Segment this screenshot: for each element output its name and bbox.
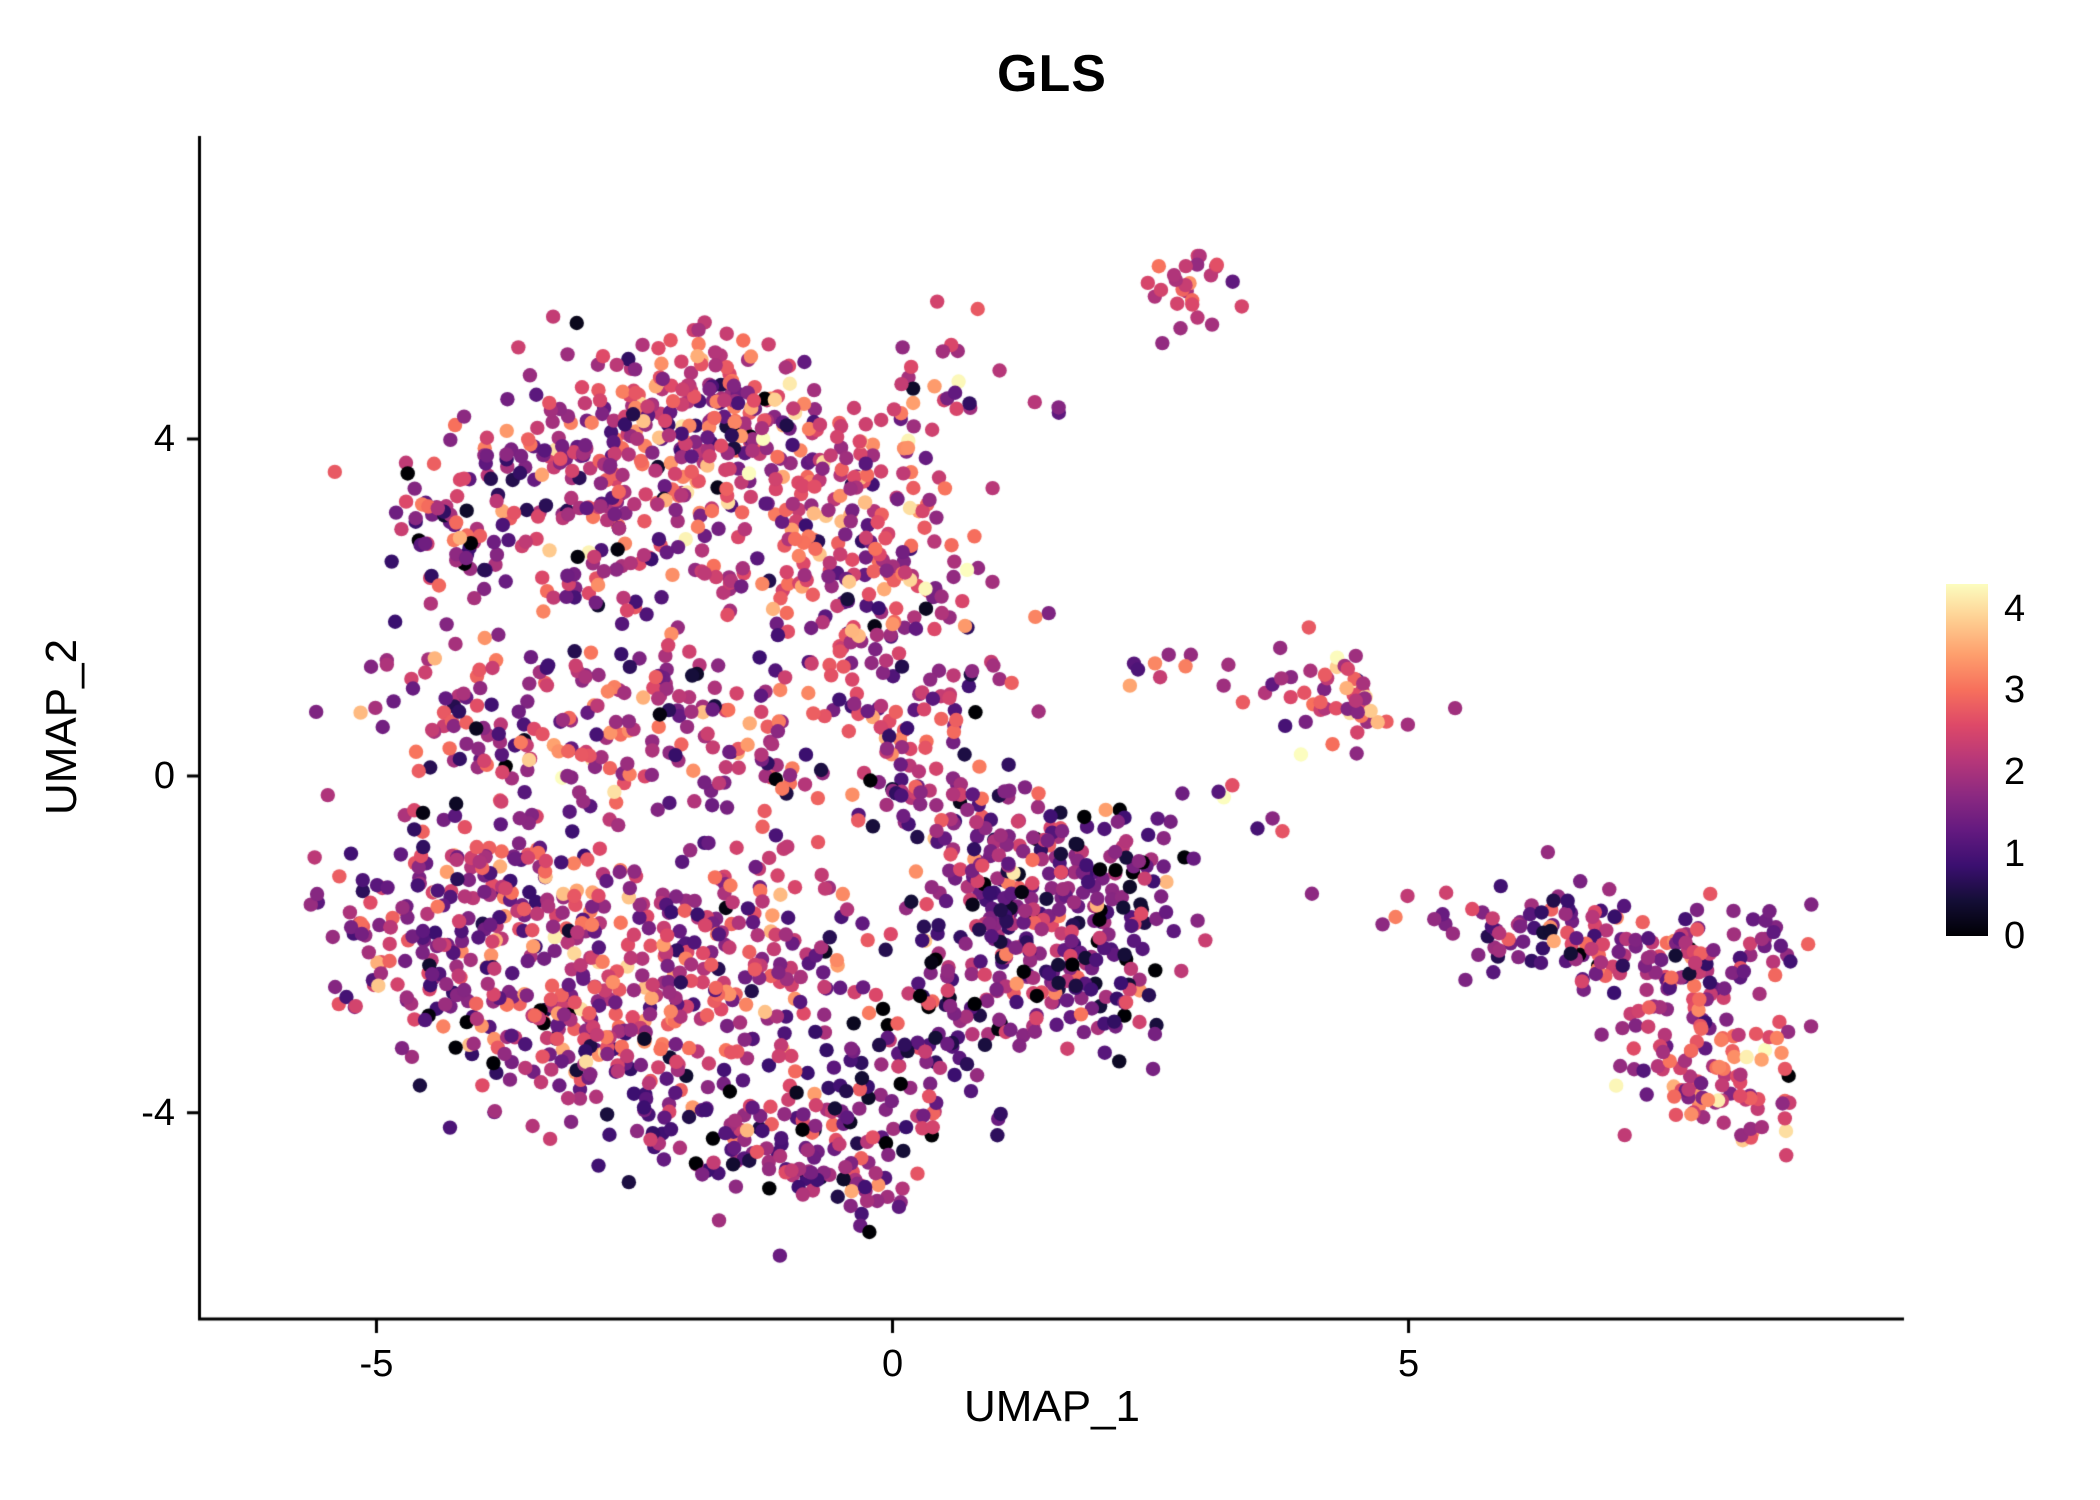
x-tick-label: 0 bbox=[881, 1343, 904, 1385]
x-axis-title: UMAP_1 bbox=[963, 1382, 1141, 1431]
colorbar-tick-label: 0 bbox=[2004, 915, 2026, 957]
x-tick-label: -5 bbox=[359, 1343, 394, 1385]
colorbar-tick-label: 3 bbox=[2004, 669, 2026, 712]
colorbar-tick-label: 2 bbox=[2004, 751, 2026, 794]
colorbar-gradient bbox=[1946, 584, 1988, 936]
x-tick-label: 5 bbox=[1398, 1343, 1420, 1385]
y-tick-label: 4 bbox=[153, 418, 175, 461]
y-tick-label: -4 bbox=[141, 1091, 175, 1134]
y-axis-title: UMAP_2 bbox=[37, 638, 86, 816]
plot-title: GLS bbox=[997, 45, 1107, 103]
colorbar-tick-label: 1 bbox=[2004, 833, 2026, 876]
y-tick-label: 0 bbox=[153, 754, 175, 797]
colorbar-tick-label: 4 bbox=[2004, 587, 2026, 630]
